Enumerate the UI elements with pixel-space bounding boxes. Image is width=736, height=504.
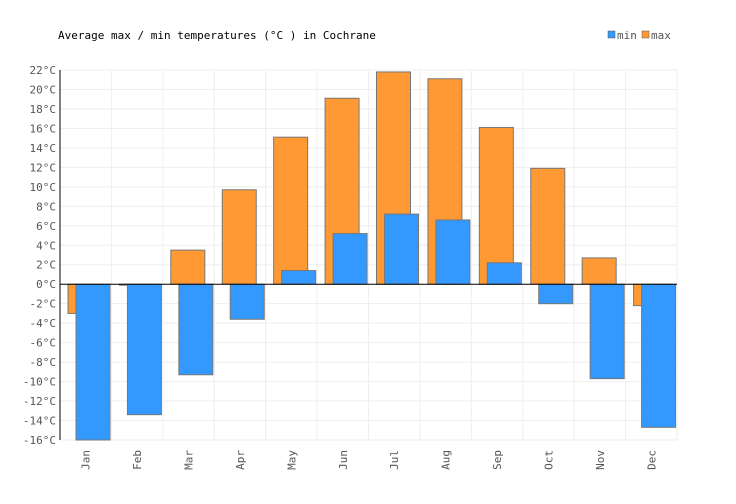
- x-tick-label: Jun: [337, 450, 350, 470]
- y-tick-label: 18°C: [30, 103, 57, 116]
- y-tick-label: -2°C: [30, 298, 57, 311]
- bar-min-mar: [178, 283, 214, 376]
- y-tick-label: -16°C: [23, 434, 56, 447]
- bar-max-may: [273, 136, 309, 285]
- y-tick-label: -12°C: [23, 395, 56, 408]
- bar-max-nov: [581, 257, 617, 285]
- bar-min-nov: [589, 283, 625, 380]
- y-tick-label: -14°C: [23, 415, 56, 428]
- y-tick-label: -10°C: [23, 376, 56, 389]
- bar-min-feb: [126, 283, 162, 416]
- bar-min-dec: [641, 283, 677, 428]
- x-tick-label: Oct: [542, 450, 555, 470]
- x-tick-label: Dec: [645, 450, 658, 470]
- bar-min-jan: [75, 283, 111, 441]
- x-tick-label: May: [285, 450, 298, 470]
- bar-min-oct: [538, 283, 574, 305]
- x-tick-label: Jan: [80, 450, 93, 470]
- legend-label-min: min: [617, 29, 637, 42]
- y-tick-label: 20°C: [30, 83, 57, 96]
- legend-label-max: max: [651, 29, 671, 42]
- y-tick-label: 10°C: [30, 181, 57, 194]
- bar-min-jun: [332, 233, 368, 285]
- bar-min-sep: [486, 262, 522, 285]
- chart-title: Average max / min temperatures (°C ) in …: [58, 29, 376, 42]
- x-tick-label: Feb: [131, 450, 144, 470]
- y-tick-label: 6°C: [36, 220, 56, 233]
- y-tick-label: -8°C: [30, 356, 57, 369]
- y-tick-label: 16°C: [30, 122, 57, 135]
- bar-max-mar: [170, 249, 206, 285]
- y-tick-label: 12°C: [30, 161, 57, 174]
- y-tick-label: 2°C: [36, 259, 56, 272]
- x-tick-label: Apr: [234, 450, 247, 470]
- bars: [67, 71, 677, 441]
- x-tick-label: Jul: [388, 450, 401, 470]
- y-tick-label: 4°C: [36, 239, 56, 252]
- x-tick-label: Mar: [183, 450, 196, 470]
- legend: min max: [607, 29, 671, 42]
- legend-swatch-max: [641, 30, 650, 39]
- bar-max-sep: [478, 126, 514, 285]
- y-tick-label: 0°C: [36, 278, 56, 291]
- grid: [59, 69, 678, 441]
- bar-min-apr: [229, 283, 265, 320]
- axes: -16°C -14°C -12°C -10°C -8°C -6°C -4°C -2°C 0°C 2…: [23, 64, 677, 470]
- y-tick-label: 22°C: [30, 64, 57, 77]
- legend-swatch-min: [607, 30, 616, 39]
- bar-max-apr: [221, 189, 257, 285]
- x-tick-label: Nov: [594, 450, 607, 470]
- y-tick-label: 14°C: [30, 142, 57, 155]
- x-tick-label: Sep: [491, 450, 504, 470]
- bar-min-may: [281, 270, 317, 285]
- x-tick-label: Aug: [440, 450, 453, 470]
- bar-max-oct: [530, 167, 566, 285]
- y-tick-label: -4°C: [30, 317, 57, 330]
- y-tick-label: -6°C: [30, 337, 57, 350]
- bar-min-aug: [435, 219, 471, 285]
- y-tick-label: 8°C: [36, 200, 56, 213]
- bar-min-jul: [384, 213, 419, 285]
